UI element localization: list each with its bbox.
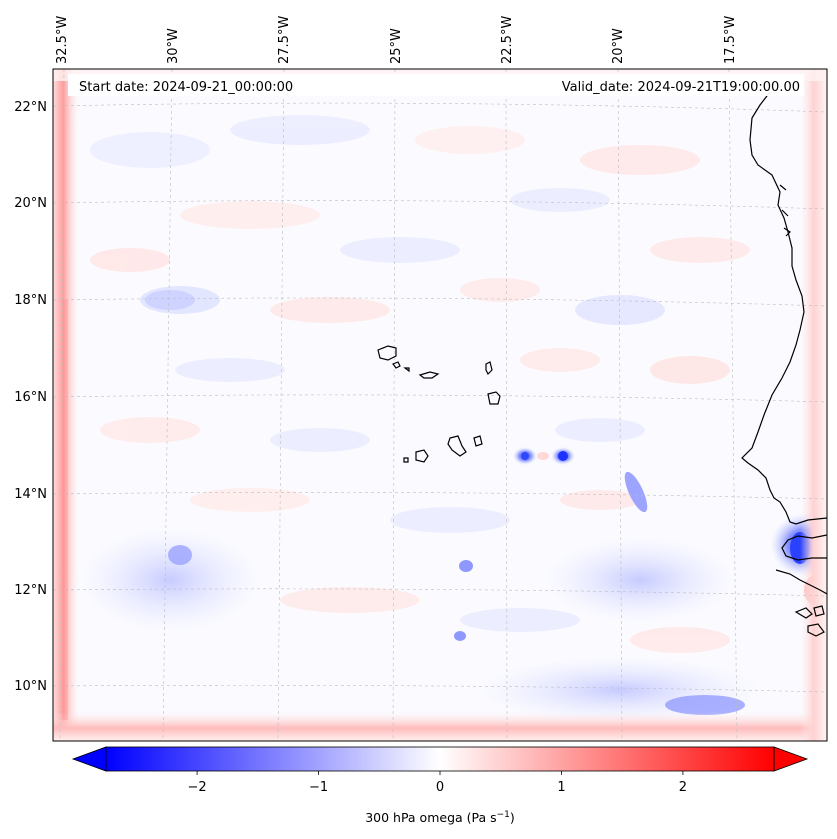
sao-nicolau <box>418 371 440 379</box>
santiago <box>447 435 467 457</box>
map-panel <box>53 69 827 741</box>
lat-label: 20°N <box>14 196 47 211</box>
coastlines <box>741 91 827 637</box>
omega-field-noise <box>90 115 750 653</box>
lon-label: 22.5°W <box>500 16 515 64</box>
sal <box>485 361 493 376</box>
lat-label: 14°N <box>14 487 47 502</box>
boa-vista <box>487 391 501 405</box>
omega-field-negative-regions <box>75 290 770 725</box>
lat-label: 10°N <box>14 679 47 694</box>
lon-label: 27.5°W <box>277 16 292 64</box>
lat-label: 16°N <box>14 390 47 405</box>
colorbar-tick-label: 2 <box>679 780 687 795</box>
africa-coastline <box>741 91 827 525</box>
lat-axis-labels: 22°N 20°N 18°N 16°N 14°N 12°N 10°N <box>14 100 47 694</box>
lon-label: 17.5°W <box>723 16 738 64</box>
cape-verde-islands <box>377 345 501 463</box>
sao-vicente <box>392 361 401 369</box>
guinea-coast <box>775 569 827 595</box>
gambia-coast <box>781 534 827 561</box>
maio <box>473 435 483 447</box>
lat-label: 22°N <box>14 100 47 115</box>
colorbar-extend-max <box>773 746 809 772</box>
start-date-label: Start date: 2024-09-21_00:00:00 <box>79 80 293 95</box>
colorbar-ticks: −2 −1 0 1 2 <box>188 771 687 795</box>
graticule <box>53 69 827 741</box>
lon-label: 25°W <box>389 28 404 64</box>
fogo <box>415 449 429 463</box>
lat-label: 12°N <box>14 583 47 598</box>
colorbar-extend-min <box>71 746 107 772</box>
lat-label: 18°N <box>14 293 47 308</box>
wsahara-north <box>779 184 791 237</box>
colorbar-tick-label: −1 <box>309 780 328 795</box>
header-band <box>68 74 804 96</box>
lon-label: 30°W <box>166 28 181 64</box>
lon-label: 20°W <box>611 28 626 64</box>
colorbar-tick-label: −2 <box>188 780 207 795</box>
lon-label: 32.5°W <box>55 16 70 64</box>
omega-field-capeverde-cells <box>513 447 575 465</box>
colorbar-body <box>106 747 774 771</box>
map-frame <box>52 68 828 742</box>
bijagos <box>794 605 825 637</box>
valid-date-label: Valid_date: 2024-09-21T19:00:00.00 <box>562 80 800 95</box>
colorbar: −2 −1 0 1 2 300 hPa omega (Pa s−1) <box>71 746 809 825</box>
colorbar-tick-label: 1 <box>557 780 565 795</box>
santa-luzia <box>403 367 410 373</box>
colorbar-tick-label: 0 <box>436 780 444 795</box>
colorbar-label: 300 hPa omega (Pa s−1) <box>365 810 515 825</box>
santo-antao <box>377 345 397 361</box>
lon-axis-labels: 32.5°W 30°W 27.5°W 25°W 22.5°W 20°W 17.5… <box>55 16 738 64</box>
brava <box>403 457 409 463</box>
